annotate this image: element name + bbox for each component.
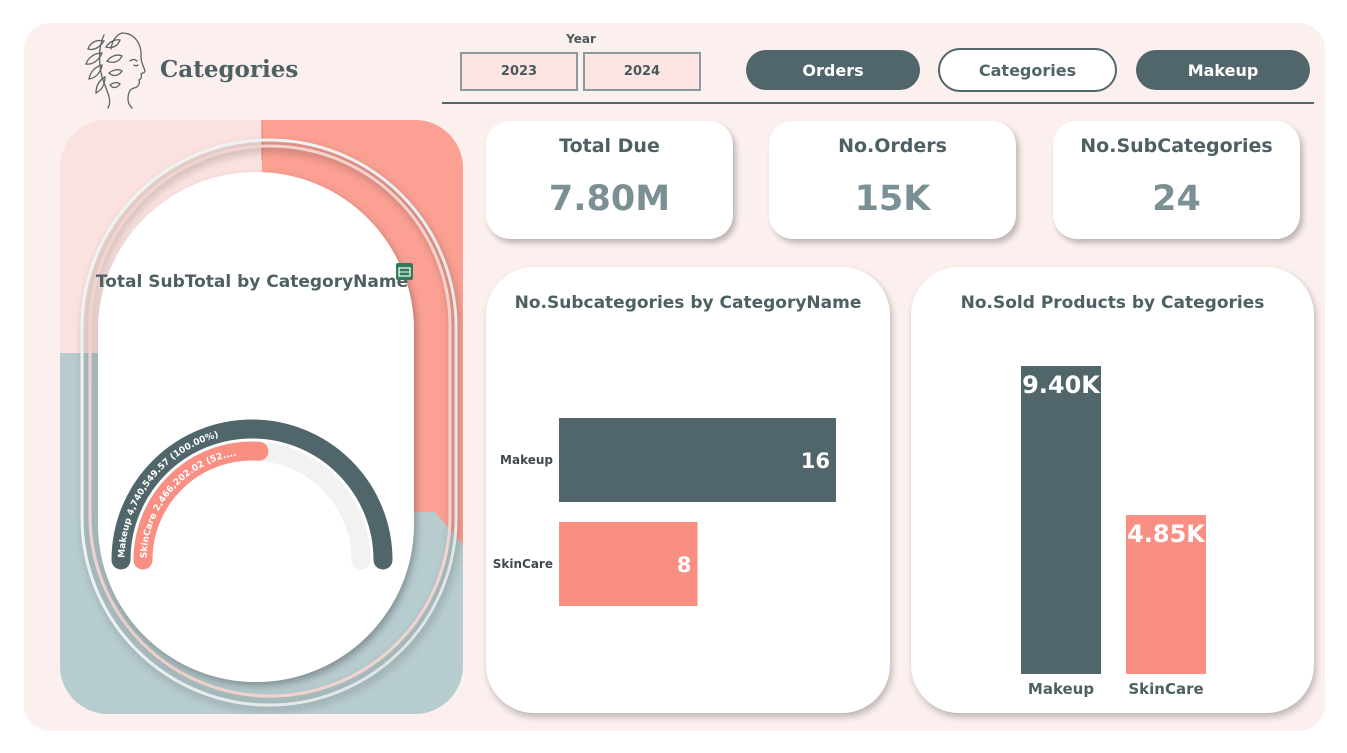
data-label-skincare: 8 bbox=[677, 553, 692, 577]
subcategories-card: No.SubCategories 24 bbox=[1053, 121, 1300, 239]
subcategories-chart-title: No.Subcategories by CategoryName bbox=[514, 293, 862, 313]
subcategories-title: No.SubCategories bbox=[1080, 135, 1273, 157]
category-label-makeup: Makeup bbox=[500, 453, 553, 467]
page-title: Categories bbox=[160, 56, 299, 83]
bar-makeup[interactable] bbox=[1021, 366, 1101, 674]
subcategories-bar-chart: Makeup 16 SkinCare 8 bbox=[493, 418, 836, 606]
gauge-chart-title: Total SubTotal by CategoryName bbox=[96, 272, 408, 292]
orders-value: 15K bbox=[854, 179, 931, 219]
data-label-skincare: 4.85K bbox=[1127, 520, 1206, 548]
subcategories-value: 24 bbox=[1152, 179, 1201, 219]
bar-skincare[interactable] bbox=[559, 522, 698, 606]
face-leaf-logo-icon bbox=[85, 32, 146, 109]
data-label-makeup: 9.40K bbox=[1022, 371, 1101, 399]
subtotal-gauge-panel: Total SubTotal by CategoryName Makeup 4,… bbox=[60, 120, 463, 714]
year-2024-button[interactable]: 2024 bbox=[583, 52, 701, 91]
gauge-arc-skincare[interactable] bbox=[133, 441, 269, 570]
categories-nav-button[interactable]: Categories bbox=[938, 48, 1117, 92]
year-slicer-label: Year bbox=[566, 32, 596, 46]
category-label-skincare: SkinCare bbox=[1128, 680, 1203, 698]
sold-products-chart-title: No.Sold Products by Categories bbox=[960, 293, 1265, 313]
total-due-card: Total Due 7.80M bbox=[486, 121, 733, 239]
category-label-makeup: Makeup bbox=[1028, 680, 1094, 698]
data-label-makeup: 16 bbox=[801, 449, 830, 473]
orders-nav-button[interactable]: Orders bbox=[746, 50, 920, 90]
sold-products-chart-card: No.Sold Products by Categories 9.40K Make… bbox=[911, 267, 1314, 713]
bar-skincare[interactable] bbox=[1126, 515, 1206, 674]
visual-table-icon[interactable] bbox=[396, 263, 413, 280]
subcategories-chart-card: No.Subcategories by CategoryName Makeup 1… bbox=[486, 267, 890, 713]
orders-card: No.Orders 15K bbox=[769, 121, 1016, 239]
header-divider bbox=[442, 102, 1314, 104]
makeup-nav-button[interactable]: Makeup bbox=[1136, 50, 1310, 90]
total-due-title: Total Due bbox=[559, 135, 660, 157]
orders-title: No.Orders bbox=[838, 135, 947, 157]
total-due-value: 7.80M bbox=[548, 179, 671, 219]
sold-products-bar-chart: 9.40K Makeup 4.85K SkinCare bbox=[1021, 366, 1206, 698]
gauge-arc-makeup[interactable] bbox=[111, 419, 393, 570]
bar-makeup[interactable] bbox=[559, 418, 836, 502]
category-label-skincare: SkinCare bbox=[493, 557, 553, 571]
year-2023-button[interactable]: 2023 bbox=[460, 52, 578, 91]
